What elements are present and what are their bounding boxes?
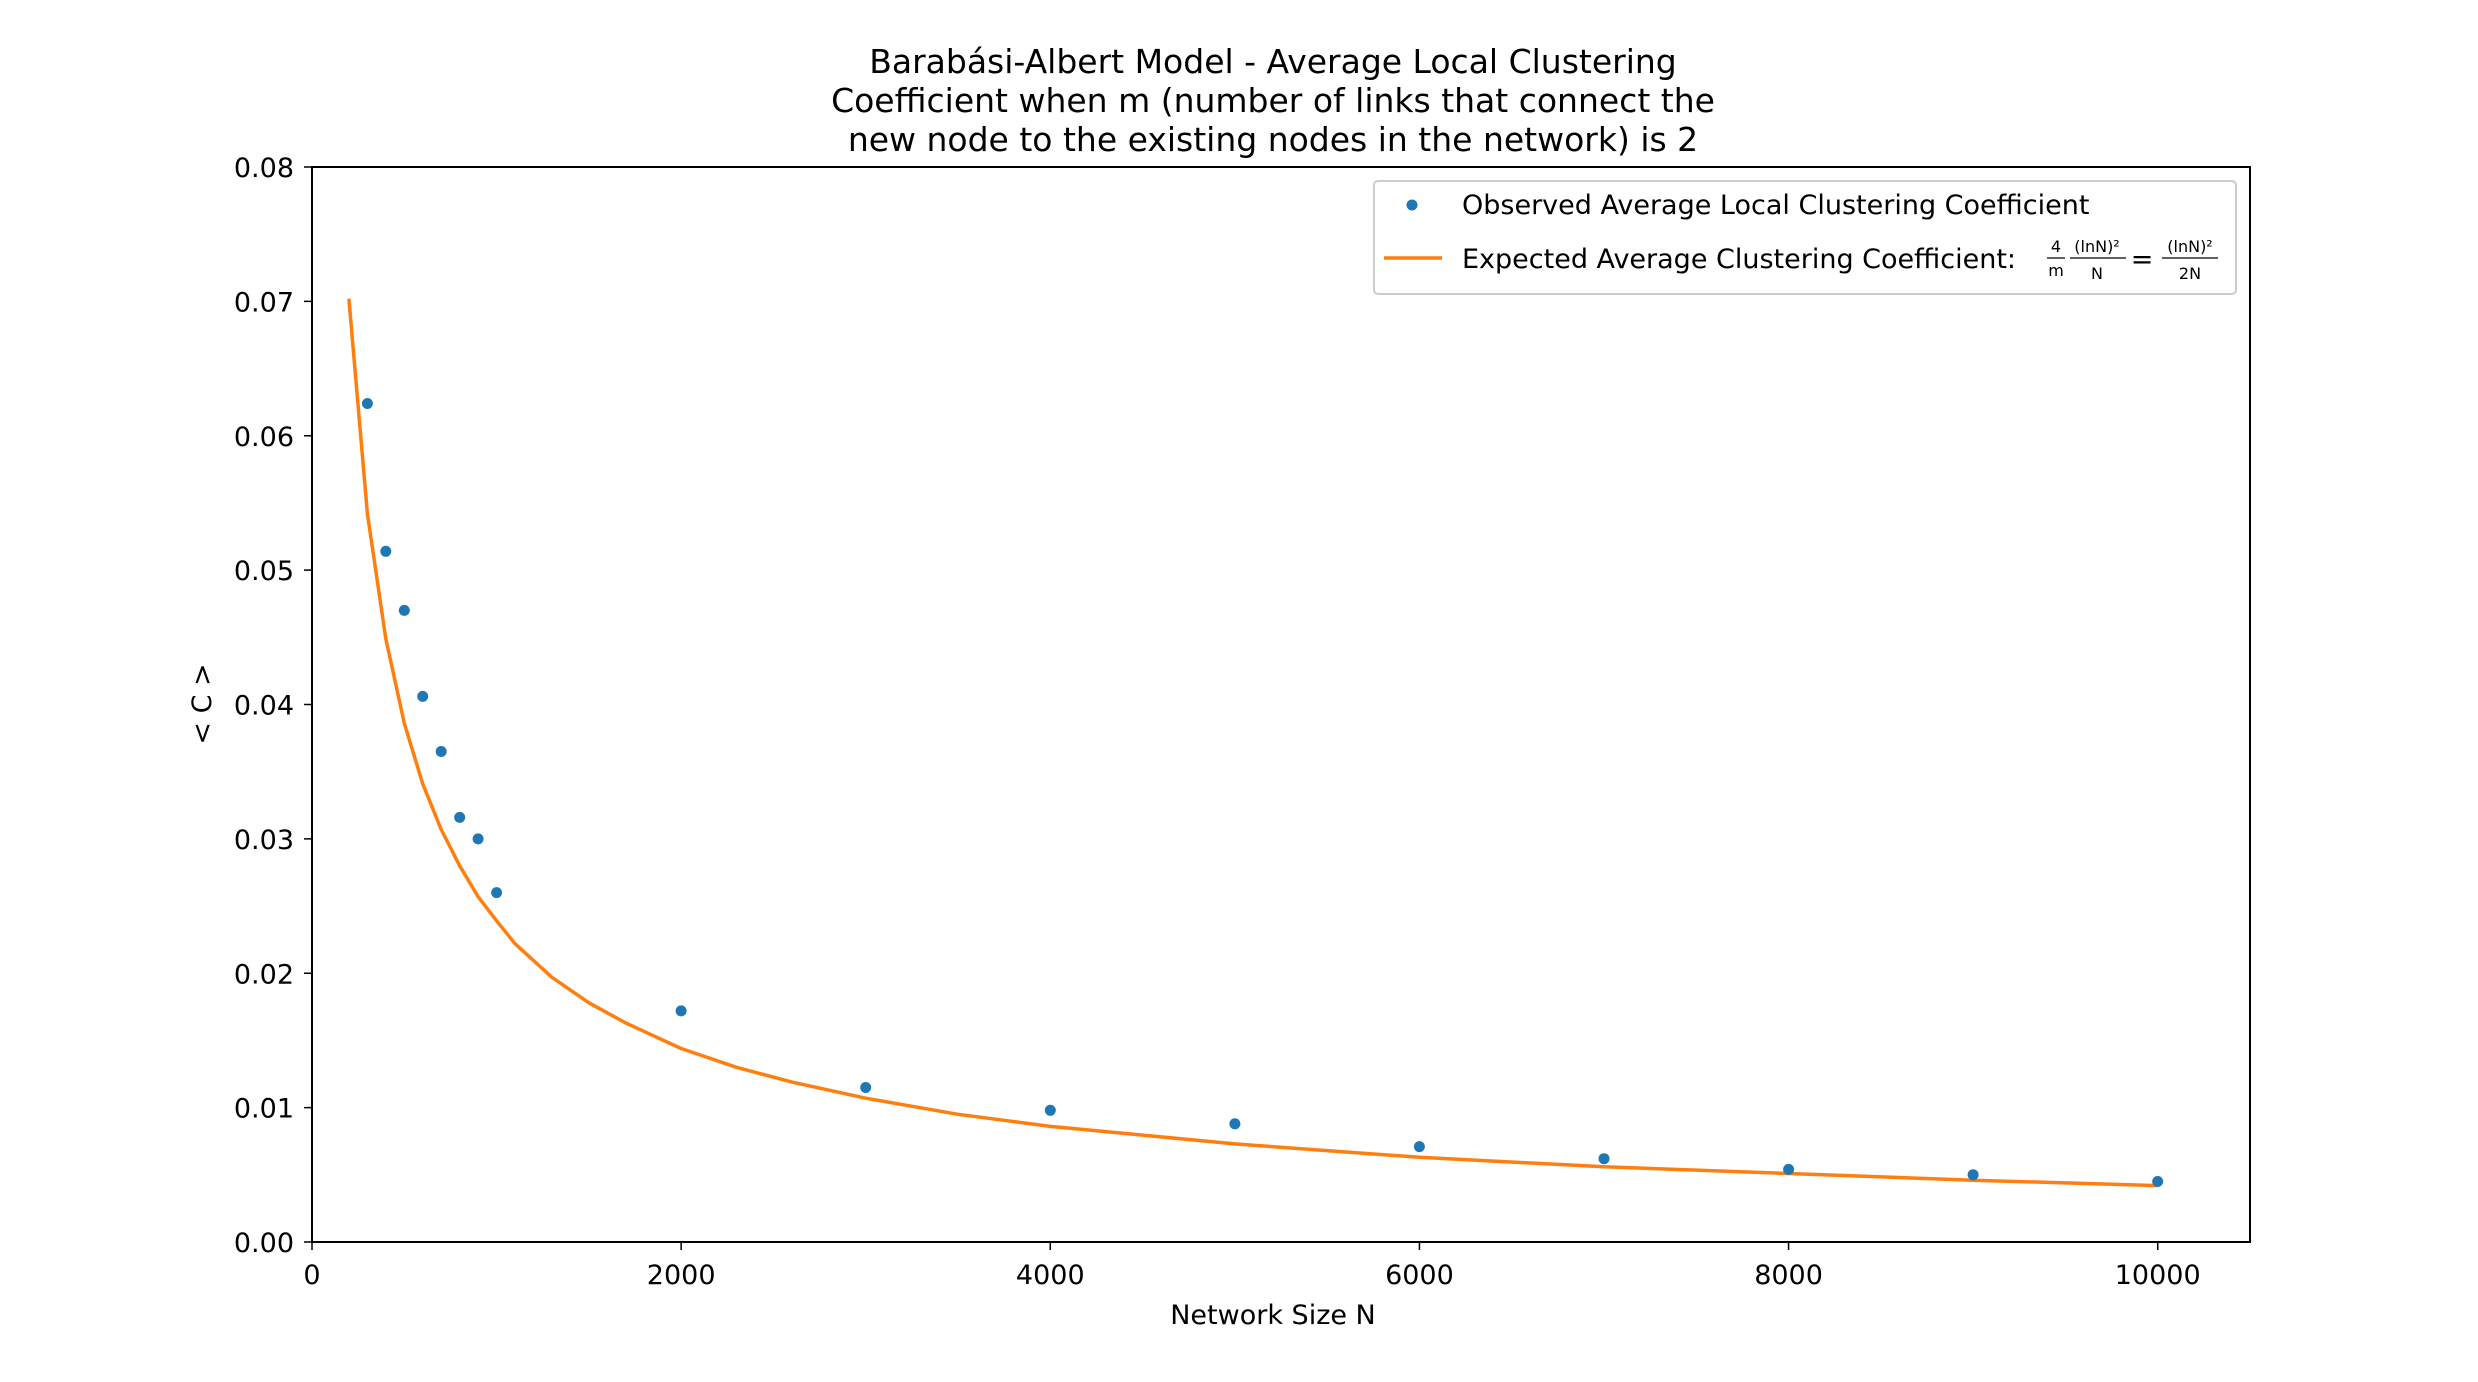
chart-title: Barabási-Albert Model - Average Local Cl… — [831, 42, 1715, 159]
y-tick-label: 0.06 — [234, 422, 294, 453]
expected-line-layer — [347, 298, 2158, 1188]
observed-point — [675, 1005, 687, 1017]
legend: Observed Average Local Clustering Coeffi… — [1373, 180, 2237, 295]
observed-point — [1598, 1153, 1610, 1165]
observed-point — [380, 545, 392, 557]
x-tick-label: 0 — [303, 1260, 320, 1291]
observed-point — [417, 690, 429, 702]
y-tick-label: 0.05 — [234, 556, 294, 587]
observed-point — [1413, 1141, 1425, 1153]
observed-point — [1783, 1163, 1795, 1175]
observed-points-layer — [361, 398, 2164, 1187]
formula-frac2-num: (lnN)² — [2074, 237, 2119, 256]
observed-point — [472, 833, 484, 845]
observed-point — [860, 1082, 872, 1093]
x-axis-label: Network Size N — [1170, 1300, 1376, 1331]
y-tick-label: 0.01 — [234, 1094, 294, 1125]
x-tick-label: 4000 — [1016, 1260, 1085, 1291]
observed-point — [1229, 1118, 1241, 1130]
observed-point — [2152, 1176, 2164, 1187]
y-tick-label: 0.08 — [234, 153, 294, 184]
formula-frac3-num: (lnN)² — [2167, 237, 2212, 256]
title-line-2: Coefficient when m (number of links that… — [831, 81, 1715, 120]
observed-point — [454, 811, 466, 823]
y-tick-label: 0.03 — [234, 825, 294, 856]
x-axis-ticks: 0 2000 4000 6000 8000 10000 — [303, 1242, 2201, 1291]
legend-box — [1373, 180, 2237, 295]
legend-formula: 4 m (lnN)² N = (lnN)² 2N — [2047, 237, 2218, 283]
title-line-1: Barabási-Albert Model - Average Local Cl… — [869, 42, 1677, 81]
title-line-3: new node to the existing nodes in the ne… — [848, 120, 1698, 159]
y-axis-ticks: 0.00 0.01 0.02 0.03 0.04 0.05 0.06 0.07 0.08 — [234, 153, 312, 1259]
x-tick-label: 10000 — [2115, 1260, 2201, 1291]
observed-point — [1044, 1104, 1056, 1116]
formula-equals: = — [2131, 244, 2154, 275]
y-tick-label: 0.00 — [234, 1228, 294, 1259]
formula-frac3-den: 2N — [2179, 264, 2201, 283]
observed-point — [361, 398, 373, 409]
observed-point — [398, 604, 410, 616]
y-tick-label: 0.07 — [234, 287, 294, 318]
x-tick-label: 8000 — [1754, 1260, 1823, 1291]
formula-frac1-num: 4 — [2051, 237, 2061, 256]
plot-frame — [311, 166, 2251, 1243]
observed-point — [1967, 1169, 1979, 1181]
x-tick-label: 2000 — [647, 1260, 716, 1291]
y-tick-label: 0.02 — [234, 959, 294, 990]
legend-marker-observed — [1406, 199, 1418, 211]
formula-frac2-den: N — [2091, 264, 2103, 283]
observed-point — [435, 746, 447, 757]
observed-point — [491, 887, 503, 899]
x-tick-label: 6000 — [1385, 1260, 1454, 1291]
expected-series-line — [347, 298, 2158, 1188]
legend-label-observed: Observed Average Local Clustering Coeffi… — [1462, 190, 2089, 221]
formula-frac1-den: m — [2048, 261, 2064, 280]
legend-label-expected: Expected Average Clustering Coefficient: — [1462, 244, 2016, 275]
y-axis-label: < C > — [187, 663, 218, 744]
y-tick-label: 0.04 — [234, 691, 294, 722]
